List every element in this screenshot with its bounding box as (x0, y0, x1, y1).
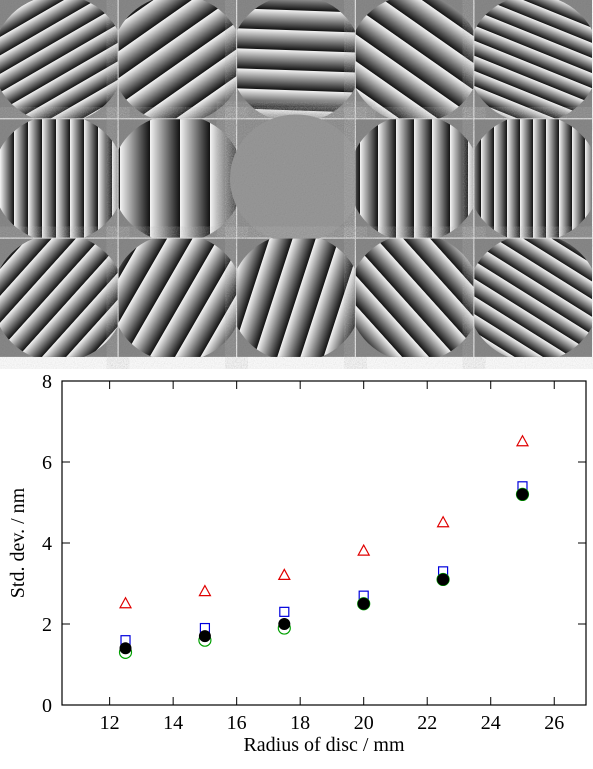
tile-fringes (474, 119, 592, 238)
tile-fringes (0, 238, 118, 357)
tile-fringes (0, 119, 118, 238)
triangle-marker (198, 584, 212, 597)
x-tick-label: 12 (100, 712, 120, 734)
triangle-marker (515, 434, 529, 447)
x-tick-label: 14 (163, 712, 183, 734)
x-tick-label: 22 (417, 712, 437, 734)
y-tick-label: 0 (42, 695, 52, 717)
scatter-plot: Radius of disc / mm Std. dev. / nm 12 14 1… (7, 371, 587, 756)
y-tick-label: 6 (42, 452, 52, 474)
x-tick-label: 24 (481, 712, 501, 734)
filled-circle-marker (437, 573, 450, 586)
tile-fringes (474, 238, 592, 357)
x-tick-label: 26 (544, 712, 564, 734)
tile-fringes (118, 0, 237, 119)
triangle-marker (357, 543, 371, 556)
x-axis-label: Radius of disc / mm (243, 734, 405, 756)
tile-fringes (355, 0, 474, 119)
triangle-marker (436, 515, 450, 528)
plot-frame (61, 380, 587, 706)
tile-fringes (118, 238, 237, 357)
filled-circle-marker (357, 597, 370, 610)
y-tick-label: 4 (42, 533, 52, 555)
tile-flat-field (230, 114, 362, 243)
triangle-marker (119, 596, 133, 609)
fringe-image-grid (0, 0, 592, 357)
filled-circle-marker (119, 642, 132, 655)
tile-fringes (237, 0, 355, 119)
filled-circle-marker (198, 630, 211, 643)
y-tick-label: 2 (42, 614, 52, 636)
tile-fringes (355, 238, 474, 357)
x-tick-label: 20 (354, 712, 374, 734)
tile-fringes (0, 0, 118, 119)
tile-fringes (474, 0, 592, 119)
filled-circle-marker (516, 488, 529, 501)
triangle-marker (277, 568, 291, 581)
square-marker (279, 606, 290, 617)
x-tick-label: 18 (290, 712, 310, 734)
x-tick-label: 16 (227, 712, 247, 734)
y-tick-label: 8 (42, 371, 52, 393)
tile-fringes (118, 119, 237, 238)
y-axis-label: Std. dev. / nm (7, 487, 29, 598)
tile-fringes (355, 119, 474, 238)
filled-circle-marker (278, 618, 291, 630)
tile-fringes (237, 238, 355, 357)
